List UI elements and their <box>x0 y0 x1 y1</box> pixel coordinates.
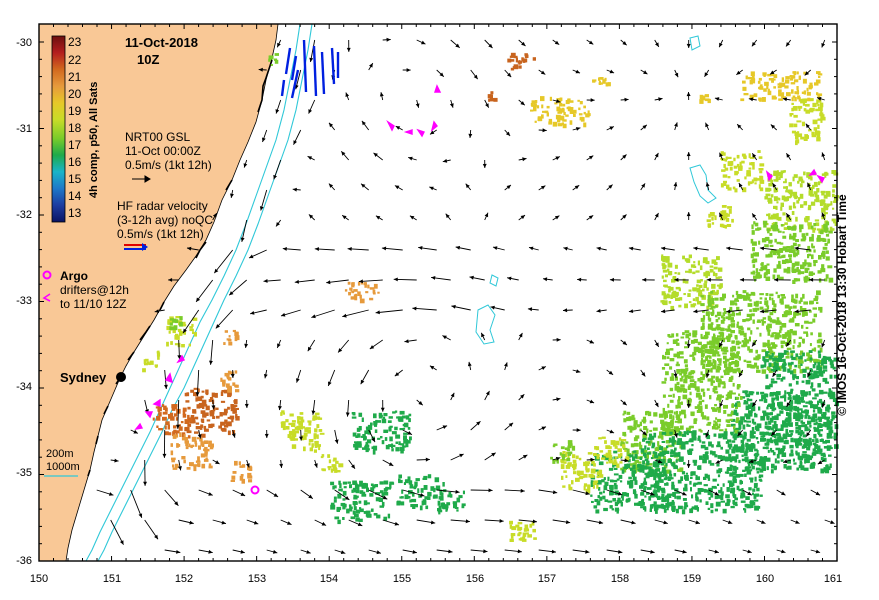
colorbar-tick: 17 <box>68 138 82 152</box>
sydney-marker <box>116 372 126 382</box>
gsl-legend-time: 11-Oct 00:00Z <box>125 144 201 158</box>
y-axis-labels: -30 -31 -32 -33 -34 -35 -36 <box>16 37 32 567</box>
sst-patches <box>142 52 840 542</box>
x-tick-label: 151 <box>103 573 121 585</box>
drifter-tracks <box>134 84 825 430</box>
drifter-legend-line2: to 11/10 12Z <box>60 297 127 311</box>
hf-legend-avg: (3-12h avg) noQC <box>117 213 213 227</box>
hf-scale-arrow <box>124 243 148 251</box>
x-tick-label: 159 <box>683 573 701 585</box>
colorbar-tick: 20 <box>68 87 82 101</box>
colorbar-tick: 16 <box>68 155 82 169</box>
y-tick-label: -33 <box>16 295 32 307</box>
colorbar-tick: 15 <box>68 172 82 186</box>
seamount-contour <box>689 35 717 204</box>
depth-legend-200: 200m <box>46 448 74 460</box>
depth-legend-1000: 1000m <box>46 461 80 473</box>
hf-legend-title: HF radar velocity <box>117 199 208 213</box>
x-tick-label: 158 <box>611 573 629 585</box>
x-tick-label: 153 <box>248 573 266 585</box>
y-tick-label: -30 <box>16 37 32 49</box>
colorbar-tick-labels: 23 22 21 20 19 18 17 16 15 14 13 <box>68 35 82 220</box>
y-tick-label: -32 <box>16 209 32 221</box>
x-tick-label: 156 <box>466 573 484 585</box>
plot-frame <box>38 23 838 562</box>
seamount-contour <box>475 274 499 345</box>
hf-legend-scale: 0.5m/s (1kt 12h) <box>117 227 204 241</box>
x-tick-label: 152 <box>175 573 193 585</box>
gsl-legend-scale: 0.5m/s (1kt 12h) <box>125 158 212 172</box>
hf-radar-vectors <box>280 39 340 99</box>
colorbar-tick: 13 <box>68 206 82 220</box>
city-label: Sydney <box>60 370 107 385</box>
map-date: 11-Oct-2018 <box>125 35 198 50</box>
gsl-scale-arrow <box>132 175 151 183</box>
current-vector-field <box>96 37 835 555</box>
x-tick-label: 160 <box>756 573 774 585</box>
colorbar-label: 4h comp, p50, All Sats <box>88 82 100 198</box>
colorbar-tick: 19 <box>68 104 82 118</box>
colorbar-tick: 18 <box>68 121 82 135</box>
gsl-legend-title: NRT00 GSL <box>125 130 190 144</box>
land-mass <box>38 23 279 562</box>
isobath-1000m <box>97 23 313 562</box>
colorbar-tick: 14 <box>68 189 82 203</box>
y-tick-label: -36 <box>16 555 32 567</box>
colorbar-tick: 23 <box>68 35 82 49</box>
x-tick-label: 157 <box>538 573 556 585</box>
x-axis-labels: 150 151 152 153 154 155 156 157 158 159 … <box>30 573 842 585</box>
x-tick-label: 155 <box>393 573 411 585</box>
y-tick-label: -34 <box>16 381 32 393</box>
credit-text: © IMOS 16-Oct-2018 13:30 Hobart Time <box>835 194 849 416</box>
drifter-legend-line1: drifters@12h <box>60 283 129 297</box>
map-time: 10Z <box>137 52 159 67</box>
argo-legend-marker <box>42 270 52 280</box>
y-tick-label: -31 <box>16 123 32 135</box>
colorbar-tick: 21 <box>68 70 82 84</box>
colorbar-tick: 22 <box>68 53 82 67</box>
argo-legend-label: Argo <box>60 269 88 283</box>
y-tick-label: -35 <box>16 467 32 479</box>
x-tick-label: 161 <box>824 573 842 585</box>
x-tick-label: 150 <box>30 573 48 585</box>
axis-ticks <box>38 24 838 562</box>
argo-float-marker <box>250 485 260 495</box>
x-tick-label: 154 <box>320 573 338 585</box>
sst-colorbar <box>51 35 66 223</box>
drifter-legend-marker <box>42 293 51 302</box>
